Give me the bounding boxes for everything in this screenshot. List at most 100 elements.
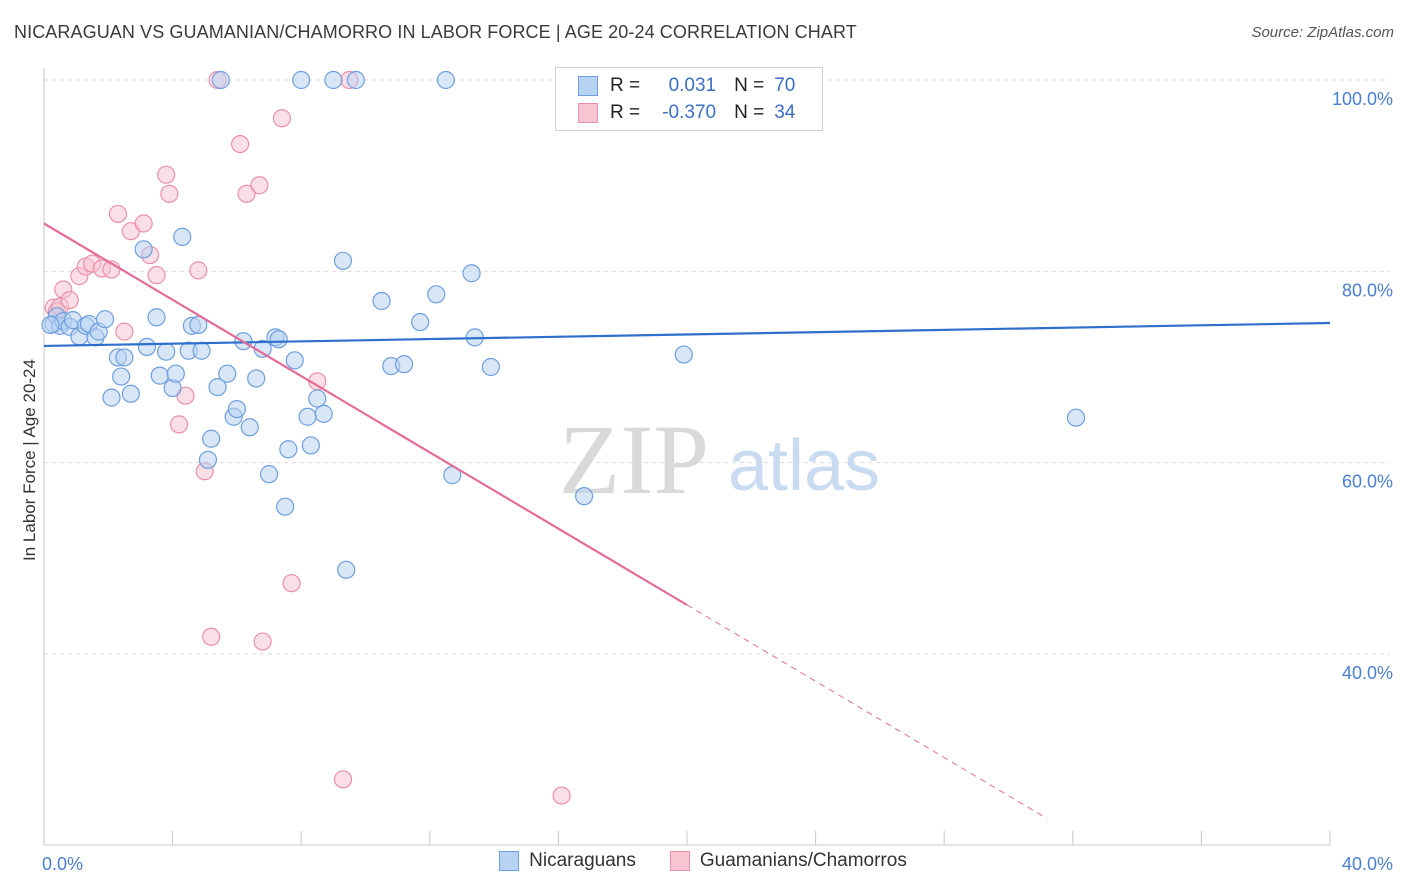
point-nicaraguans[interactable] <box>112 367 131 386</box>
point-nicaraguans[interactable] <box>150 366 169 385</box>
point-nicaraguans[interactable] <box>346 70 365 90</box>
point-nicaraguans[interactable] <box>462 264 481 283</box>
point-nicaraguans[interactable] <box>202 429 221 448</box>
point-guamanians[interactable] <box>60 290 79 310</box>
chart-title: NICARAGUAN VS GUAMANIAN/CHAMORRO IN LABO… <box>14 22 857 42</box>
legend-swatch-blue <box>578 76 598 96</box>
point-guamanians[interactable] <box>134 214 153 233</box>
point-nicaraguans[interactable] <box>301 436 320 455</box>
point-guamanians[interactable] <box>282 574 301 593</box>
point-nicaraguans[interactable] <box>481 357 500 377</box>
source-label: Source: ZipAtlas.com <box>1251 24 1394 41</box>
point-nicaraguans[interactable] <box>1066 408 1086 427</box>
point-nicaraguans[interactable] <box>575 487 594 506</box>
point-nicaraguans[interactable] <box>173 227 192 246</box>
x-tick-label: 0.0% <box>42 854 83 874</box>
point-nicaraguans[interactable] <box>208 377 227 397</box>
point-guamanians[interactable] <box>189 261 208 280</box>
point-guamanians[interactable] <box>552 786 571 805</box>
point-nicaraguans[interactable] <box>247 369 266 388</box>
watermark-atlas: atlas <box>728 426 880 506</box>
watermark: ZIP atlas <box>559 404 880 515</box>
point-guamanians[interactable] <box>333 770 353 789</box>
axes <box>43 68 1331 846</box>
point-nicaraguans[interactable] <box>259 465 279 484</box>
point-nicaraguans[interactable] <box>192 341 211 360</box>
point-nicaraguans[interactable] <box>276 497 295 516</box>
legend-item-guamanians[interactable]: Guamanians/Chamorros <box>669 850 907 872</box>
legend-swatch-blue <box>499 851 520 871</box>
point-nicaraguans[interactable] <box>337 560 356 579</box>
point-nicaraguans[interactable] <box>227 399 246 419</box>
y-tick-label: 80.0% <box>1342 280 1393 300</box>
point-nicaraguans[interactable] <box>333 251 353 270</box>
legend-row-nicaraguans: R = 0.031 N = 70 <box>578 73 795 99</box>
point-nicaraguans[interactable] <box>269 330 288 349</box>
point-nicaraguans[interactable] <box>308 389 327 408</box>
legend-swatch-pink <box>578 103 598 123</box>
trend-line-guamanians <box>43 222 688 606</box>
point-nicaraguans[interactable] <box>292 70 311 90</box>
legend-label-guamanians: Guamanians/Chamorros <box>699 850 907 871</box>
point-nicaraguans[interactable] <box>166 364 185 383</box>
point-nicaraguans[interactable] <box>41 315 60 335</box>
grid-lines <box>44 79 1390 655</box>
legend-row-guamanians: R = -0.370 N = 34 <box>578 100 795 126</box>
legend-n-label: N = <box>734 75 765 96</box>
y-tick-label: 60.0% <box>1342 472 1393 492</box>
point-nicaraguans[interactable] <box>218 364 237 383</box>
point-guamanians[interactable] <box>169 415 189 434</box>
legend-r-label: R = <box>610 102 641 123</box>
point-nicaraguans[interactable] <box>121 384 140 403</box>
series-nicaraguans-points <box>41 70 1086 579</box>
point-nicaraguans[interactable] <box>157 342 176 361</box>
point-nicaraguans[interactable] <box>279 440 298 459</box>
point-nicaraguans[interactable] <box>314 404 333 423</box>
legend-n-value: 34 <box>774 102 796 123</box>
point-nicaraguans[interactable] <box>137 337 156 357</box>
tick-labels: 40.0% 60.0% 80.0% 100.0% 0.0% 40.0% <box>42 89 1393 874</box>
point-nicaraguans[interactable] <box>95 310 115 329</box>
point-guamanians[interactable] <box>147 266 166 285</box>
point-nicaraguans[interactable] <box>372 291 391 311</box>
point-nicaraguans[interactable] <box>240 418 259 437</box>
point-nicaraguans[interactable] <box>411 312 430 332</box>
point-guamanians[interactable] <box>202 627 221 646</box>
point-nicaraguans[interactable] <box>436 70 455 90</box>
point-guamanians[interactable] <box>253 632 272 651</box>
point-nicaraguans[interactable] <box>324 70 343 90</box>
point-guamanians[interactable] <box>157 165 176 184</box>
point-nicaraguans[interactable] <box>189 315 208 335</box>
legend-r-value: -0.370 <box>662 102 717 123</box>
trend-lines <box>43 222 1331 819</box>
point-nicaraguans[interactable] <box>198 450 218 469</box>
point-nicaraguans[interactable] <box>102 388 121 407</box>
point-nicaraguans[interactable] <box>285 351 304 370</box>
point-nicaraguans[interactable] <box>115 348 134 367</box>
point-guamanians[interactable] <box>272 109 292 128</box>
legend-n-value: 70 <box>774 75 796 96</box>
trend-line-nicaraguans <box>43 321 1331 348</box>
legend-r-value: 0.031 <box>668 75 717 96</box>
y-tick-label: 40.0% <box>1342 663 1393 683</box>
point-guamanians[interactable] <box>115 322 134 341</box>
point-nicaraguans[interactable] <box>147 308 166 327</box>
trend-line-guamanians-extension <box>686 604 1048 819</box>
point-guamanians[interactable] <box>231 134 250 154</box>
legend-item-nicaraguans[interactable]: Nicaraguans <box>499 850 636 872</box>
point-guamanians[interactable] <box>237 184 256 203</box>
point-nicaraguans[interactable] <box>211 70 230 90</box>
point-guamanians[interactable] <box>108 204 128 224</box>
point-guamanians[interactable] <box>250 176 269 195</box>
point-nicaraguans[interactable] <box>394 355 414 374</box>
point-nicaraguans[interactable] <box>674 345 693 364</box>
point-nicaraguans[interactable] <box>298 407 317 426</box>
point-guamanians[interactable] <box>160 184 179 203</box>
legend-label-nicaraguans: Nicaraguans <box>529 850 636 871</box>
point-nicaraguans[interactable] <box>134 240 153 259</box>
y-tick-label: 100.0% <box>1332 89 1393 109</box>
point-nicaraguans[interactable] <box>427 285 446 304</box>
correlation-legend: R = 0.031 N = 70 R = -0.370 N = 34 <box>555 67 823 131</box>
legend-r-label: R = <box>610 75 641 96</box>
